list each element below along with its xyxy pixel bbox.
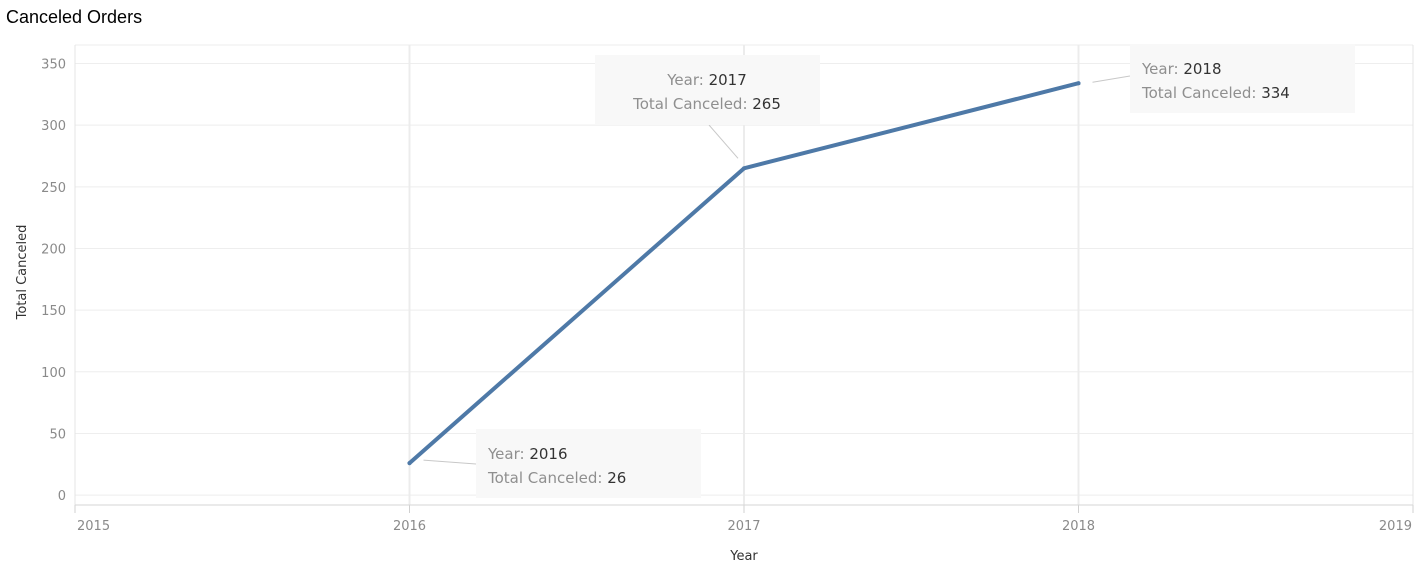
annotation-year-key: Year: [487, 445, 529, 463]
annotation-box [476, 429, 701, 498]
annotation-callout: Year: 2018 Total Canceled: 334 [1092, 44, 1355, 113]
x-tick-label: 2017 [727, 519, 760, 534]
annotation-total-value: 26 [607, 469, 626, 487]
x-tick-label: 2019 [1379, 519, 1412, 534]
annotation-year-value: 2016 [529, 445, 567, 463]
series-point [742, 166, 746, 171]
x-tick-label: 2015 [77, 519, 110, 534]
y-tick-label: 300 [41, 119, 66, 134]
axes: 0 50 100 150 200 250 300 350 2015 2016 2017 2018 201… [41, 57, 1414, 534]
annotation-total-value: 265 [752, 95, 781, 113]
annotation-box [595, 55, 820, 125]
annotation-leader-line [423, 459, 477, 465]
y-tick-label: 350 [41, 57, 66, 72]
annotation-year-value: 2018 [1183, 60, 1221, 78]
y-tick-label: 200 [41, 242, 66, 257]
annotation-total-key: Total Canceled: [1141, 84, 1261, 102]
series-point [407, 461, 412, 466]
x-tick-label: 2018 [1062, 519, 1095, 534]
annotation-total-value: 334 [1261, 84, 1290, 102]
y-tick-label: 150 [41, 304, 66, 319]
annotation-total-key: Total Canceled: [487, 469, 607, 487]
annotation-year: Year: 2018 [1141, 60, 1222, 78]
annotation-box [1130, 44, 1355, 113]
y-axis-label: Total Canceled [15, 225, 30, 321]
series-line-layer [407, 81, 1081, 466]
x-tick-label: 2016 [393, 519, 426, 534]
annotation-total: Total Canceled: 26 [487, 469, 626, 487]
y-tick-label: 100 [41, 366, 66, 381]
annotation-year-value: 2017 [709, 71, 747, 89]
y-tick-label: 0 [58, 489, 66, 504]
annotations: Year: 2016 Total Canceled: 26 Year: 2017 To… [423, 44, 1355, 498]
annotation-leader-line [708, 124, 739, 159]
y-tick-label: 50 [49, 427, 66, 442]
series-point [1076, 81, 1081, 86]
chart-title: Canceled Orders [6, 7, 143, 27]
annotation-year-key: Year: [666, 71, 708, 89]
annotation-total: Total Canceled: 334 [1141, 84, 1290, 102]
y-tick-label: 250 [41, 181, 66, 196]
annotation-leader-line [1092, 75, 1131, 83]
annotation-year-key: Year: [1141, 60, 1183, 78]
x-axis-label: Year [729, 549, 758, 564]
annotation-callout: Year: 2017 Total Canceled: 265 [595, 55, 820, 159]
annotation-year: Year: 2017 [666, 71, 747, 89]
annotation-callout: Year: 2016 Total Canceled: 26 [423, 429, 701, 498]
annotation-year: Year: 2016 [487, 445, 568, 463]
annotation-total-key: Total Canceled: [632, 95, 752, 113]
annotation-total: Total Canceled: 265 [632, 95, 781, 113]
